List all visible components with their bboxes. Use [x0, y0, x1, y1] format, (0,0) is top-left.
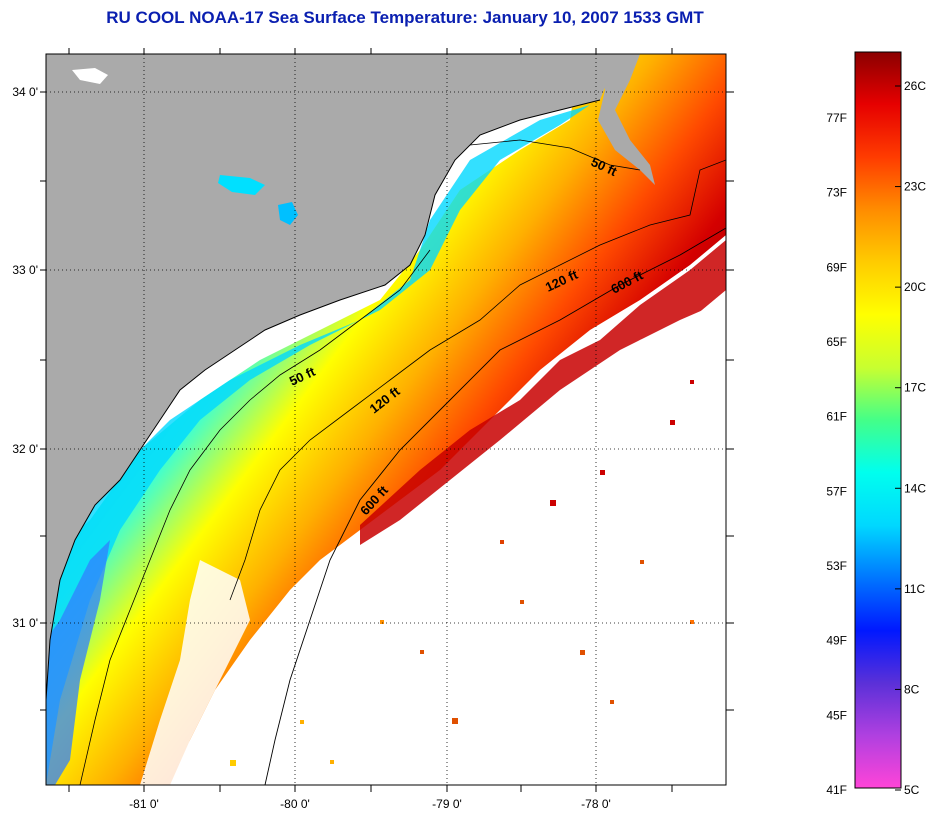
map-title: RU COOL NOAA-17 Sea Surface Temperature:… — [106, 8, 704, 27]
lon-label: -81 0' — [129, 797, 159, 811]
colorbar-celsius-label: 17C — [904, 381, 926, 395]
lon-label: -80 0' — [280, 797, 310, 811]
map-body — [46, 54, 726, 785]
colorbar-fahrenheit-label: 69F — [826, 260, 847, 274]
lat-label: 32 0' — [12, 442, 38, 456]
cloud-mask-inshore — [140, 560, 250, 785]
color-bar: 77F 73F 69F 65F 61F 57F 53F 49F 45F 41F 26C 23C 20C 1… — [826, 51, 926, 797]
lon-label: -78 0' — [581, 797, 611, 811]
tick-marks — [40, 48, 734, 792]
colorbar-fahrenheit-label: 53F — [826, 559, 847, 573]
colorbar-celsius-label: 20C — [904, 280, 926, 294]
colorbar-celsius-label: 8C — [904, 682, 920, 696]
colorbar-celsius-label: 5C — [904, 783, 920, 797]
inland-lake — [72, 68, 108, 84]
map-frame — [45, 53, 727, 786]
land-northeast — [598, 54, 655, 185]
warm-core — [360, 240, 726, 545]
scattered-pixels — [230, 380, 694, 766]
colorbar-celsius-label: 23C — [904, 180, 926, 194]
lat-label: 31 0' — [12, 616, 38, 630]
colorbar-celsius-label: 11C — [904, 582, 925, 596]
isobath-600ft — [264, 227, 726, 785]
colorbar-fahrenheit-label: 41F — [826, 783, 847, 797]
colorbar-fahrenheit-label: 65F — [826, 335, 847, 349]
inland-lake — [278, 202, 298, 225]
colorbar-fahrenheit-label: 45F — [826, 708, 847, 722]
colorbar-celsius-label: 14C — [904, 481, 926, 495]
lon-label: -79 0' — [432, 797, 462, 811]
colorbar-fahrenheit-label: 57F — [826, 484, 847, 498]
land-mass — [46, 54, 612, 700]
isobath-50ft — [79, 139, 641, 785]
colorbar-fahrenheit-label: 73F — [826, 186, 847, 200]
lat-label: 34 0' — [12, 85, 38, 99]
blue-nearshore-streaks — [46, 540, 110, 785]
graticule — [46, 54, 726, 785]
colorbar-fahrenheit-label: 77F — [826, 111, 847, 125]
colorbar-fahrenheit-label: 61F — [826, 410, 847, 424]
colorbar-fahrenheit-label: 49F — [826, 634, 847, 648]
coastline — [46, 99, 601, 701]
cold-coastal-band — [46, 105, 590, 785]
cloud-mask — [210, 290, 726, 785]
lat-label: 33 0' — [12, 263, 38, 277]
isobath-120ft — [229, 159, 726, 601]
colorbar-celsius-label: 26C — [904, 79, 926, 93]
inland-lake — [218, 175, 265, 195]
